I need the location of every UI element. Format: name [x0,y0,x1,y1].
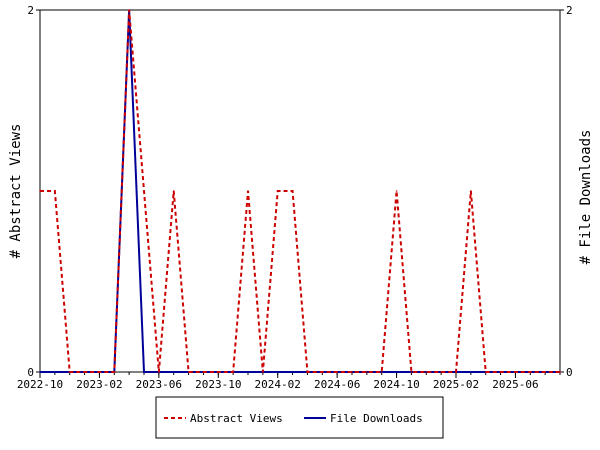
data-point-abstract-views [529,371,532,373]
x-tick-label: 2025-02 [433,378,479,391]
data-point-file-downloads [143,371,145,373]
data-point-abstract-views [262,371,264,373]
x-tick-label: 2025-06 [492,378,538,391]
legend-box [155,396,444,439]
data-point-file-downloads [276,371,279,373]
data-point-abstract-views [455,371,457,373]
data-point-abstract-views [499,371,502,373]
data-point-abstract-views [247,190,249,192]
y-axis-right-title: # File Downloads [578,130,594,265]
data-point-abstract-views [291,190,294,192]
data-point-file-downloads [395,371,398,373]
y-right-tick-label: 2 [566,4,573,17]
data-point-abstract-views [470,190,472,192]
y-right-tick-label: 0 [566,366,573,379]
data-point-abstract-views [514,371,517,373]
data-point-abstract-views [544,371,546,373]
data-point-file-downloads [172,371,175,373]
series-line-abstract-views [40,9,560,373]
data-point-abstract-views [351,371,353,373]
x-tick-label: 2023-06 [136,378,182,391]
data-point-abstract-views [68,371,71,373]
data-point-abstract-views [306,371,309,373]
x-tick-label: 2024-10 [373,378,419,391]
data-point-abstract-views [128,9,130,11]
data-point-abstract-views [276,190,279,192]
y-axis-left-title: # Abstract Views [8,124,24,259]
data-point-abstract-views [98,371,101,373]
data-point-abstract-views [232,371,234,373]
x-tick-label: 2024-06 [314,378,360,391]
data-point-file-downloads [470,371,472,373]
x-tick-label: 2023-10 [195,378,241,391]
data-point-file-downloads [39,371,41,373]
x-tick-label: 2023-02 [76,378,122,391]
data-point-abstract-views [187,371,190,373]
x-tick-label: 2022-10 [17,378,63,391]
x-axis: 2022-10 2023-02 2023-06 2023-10 2024-02 2024-… [17,372,561,391]
data-point-abstract-views [113,371,116,373]
data-point-abstract-views [158,371,160,373]
y-axes: 0 2 0 2 [27,4,572,379]
x-tick-label: 2024-02 [255,378,301,391]
data-point-abstract-views [484,371,487,373]
data-point-abstract-views [425,371,428,373]
data-point-abstract-views [559,371,561,373]
legend-label-abstract-views: Abstract Views [190,412,283,425]
data-point-abstract-views [395,190,398,192]
legend-label-file-downloads: File Downloads [330,412,423,425]
data-point-abstract-views [217,371,220,373]
series-layer [39,9,561,373]
data-point-abstract-views [83,371,86,373]
y-left-tick-label: 0 [27,366,34,379]
data-point-abstract-views [366,371,368,373]
y-left-tick-label: 2 [27,4,34,17]
data-point-abstract-views [54,190,56,192]
data-point-abstract-views [380,371,383,373]
data-point-abstract-views [202,371,205,373]
legend: Abstract Views File Downloads [155,396,444,439]
data-point-abstract-views [440,371,442,373]
data-point-file-downloads [54,371,56,373]
data-point-file-downloads [247,371,249,373]
data-point-abstract-views [143,190,145,192]
data-point-abstract-views [410,371,413,373]
data-point-abstract-views [321,371,324,373]
data-point-abstract-views [336,371,338,373]
data-point-file-downloads [291,371,294,373]
data-point-abstract-views [39,190,41,192]
data-point-abstract-views [172,190,175,192]
